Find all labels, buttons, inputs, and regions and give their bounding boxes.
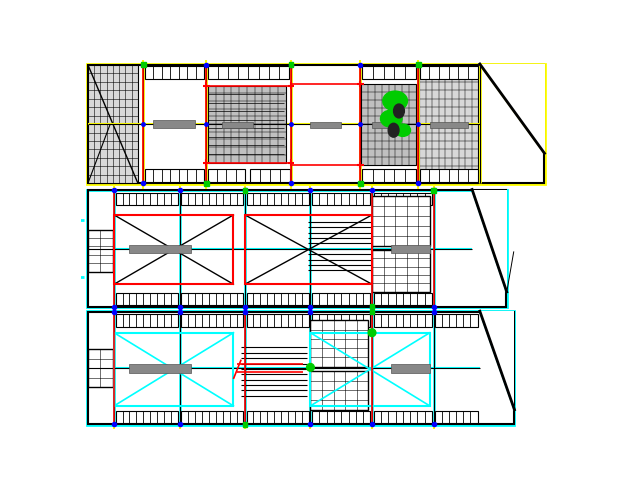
- Bar: [88, 190, 506, 307]
- Bar: [370, 309, 375, 314]
- Circle shape: [307, 363, 314, 371]
- Bar: [141, 63, 145, 67]
- Bar: [372, 122, 399, 128]
- Bar: [420, 169, 478, 182]
- Ellipse shape: [380, 110, 402, 127]
- Bar: [114, 333, 234, 406]
- Bar: [435, 411, 478, 423]
- Ellipse shape: [383, 91, 408, 111]
- Polygon shape: [480, 64, 544, 153]
- Bar: [430, 122, 468, 128]
- Bar: [181, 193, 243, 205]
- Bar: [152, 120, 195, 128]
- Bar: [145, 169, 204, 182]
- Bar: [181, 411, 243, 423]
- Bar: [116, 193, 178, 205]
- Bar: [88, 229, 112, 272]
- Bar: [208, 67, 289, 80]
- Ellipse shape: [394, 104, 404, 118]
- Bar: [87, 311, 514, 425]
- Bar: [243, 188, 247, 193]
- Bar: [312, 293, 370, 305]
- Bar: [245, 215, 372, 284]
- Bar: [88, 65, 544, 183]
- Bar: [361, 84, 416, 165]
- Bar: [222, 122, 253, 128]
- Bar: [372, 196, 430, 246]
- Bar: [88, 65, 138, 183]
- Bar: [370, 304, 375, 309]
- Bar: [130, 245, 191, 254]
- Polygon shape: [480, 311, 514, 410]
- Bar: [246, 314, 309, 327]
- Bar: [373, 193, 432, 205]
- Bar: [87, 189, 507, 308]
- Bar: [311, 321, 368, 367]
- Bar: [204, 181, 209, 186]
- Bar: [246, 193, 309, 205]
- Bar: [362, 169, 416, 182]
- Bar: [87, 64, 544, 184]
- Bar: [435, 314, 478, 327]
- Bar: [373, 293, 432, 305]
- Bar: [289, 63, 293, 67]
- Bar: [420, 67, 478, 80]
- Bar: [311, 122, 341, 128]
- Bar: [431, 188, 436, 193]
- Ellipse shape: [395, 124, 410, 136]
- Bar: [114, 215, 234, 284]
- Bar: [246, 293, 309, 305]
- Bar: [116, 411, 178, 423]
- Bar: [116, 314, 178, 327]
- Bar: [208, 169, 245, 182]
- Bar: [250, 169, 290, 182]
- Bar: [181, 314, 243, 327]
- Bar: [373, 411, 432, 423]
- Bar: [181, 293, 243, 305]
- Ellipse shape: [388, 123, 399, 137]
- Bar: [419, 65, 478, 183]
- Bar: [362, 67, 416, 80]
- Bar: [311, 333, 430, 406]
- Bar: [246, 411, 309, 423]
- Bar: [116, 293, 178, 305]
- Bar: [145, 67, 204, 80]
- Bar: [88, 312, 514, 424]
- Polygon shape: [472, 189, 507, 292]
- Bar: [373, 314, 432, 327]
- Circle shape: [368, 329, 376, 336]
- Bar: [391, 245, 430, 254]
- Bar: [130, 364, 191, 373]
- Bar: [416, 63, 420, 67]
- Bar: [358, 181, 363, 186]
- Bar: [243, 422, 247, 427]
- Bar: [88, 349, 112, 388]
- Bar: [312, 193, 370, 205]
- Bar: [311, 371, 368, 410]
- Bar: [391, 364, 430, 373]
- Bar: [372, 250, 430, 292]
- Bar: [312, 411, 370, 423]
- Bar: [208, 86, 286, 162]
- Bar: [312, 314, 370, 327]
